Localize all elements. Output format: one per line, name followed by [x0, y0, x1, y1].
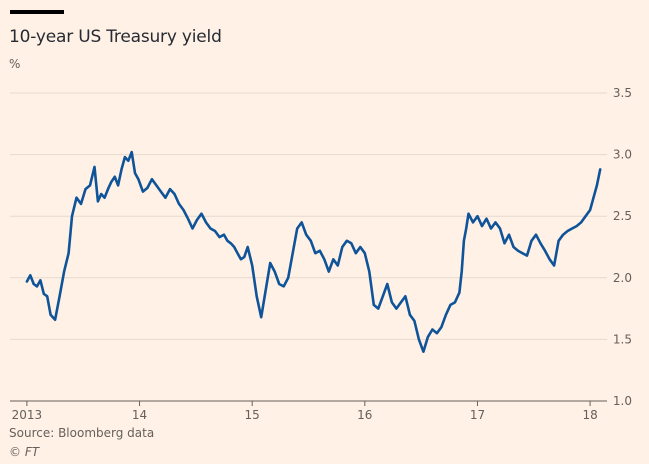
ft-credit: © FT: [9, 445, 40, 459]
x-tick-labels: 2013 14 15 16 17 18: [12, 408, 598, 420]
x-tick-label: 15: [245, 408, 260, 420]
series-line: [25, 150, 602, 353]
gridlines: [10, 92, 607, 340]
x-tick-label: 17: [470, 408, 485, 420]
chart-title: 10-year US Treasury yield: [9, 27, 222, 47]
x-tick-label: 2013: [12, 408, 43, 420]
y-tick-label: 1.0: [613, 394, 632, 408]
y-tick-label: 3.5: [613, 86, 632, 100]
source-note: Source: Bloomberg data: [9, 426, 155, 440]
x-tick-label: 16: [357, 408, 372, 420]
series-group: [25, 150, 602, 353]
ft-top-rule: [10, 10, 64, 14]
y-tick-labels: 1.0 1.5 2.0 2.5 3.0 3.5: [613, 86, 632, 408]
y-unit-label: %: [9, 57, 21, 71]
line-chart: 1.0 1.5 2.0 2.5 3.0 3.5 2013 14 15 16 17 18: [10, 86, 632, 420]
x-tick-label: 18: [582, 408, 597, 420]
y-tick-label: 2.0: [613, 271, 632, 285]
y-tick-label: 1.5: [613, 332, 632, 346]
y-tick-label: 3.0: [613, 148, 632, 162]
x-tick-label: 14: [132, 408, 147, 420]
x-axis: [10, 400, 607, 406]
y-tick-label: 2.5: [613, 209, 632, 223]
